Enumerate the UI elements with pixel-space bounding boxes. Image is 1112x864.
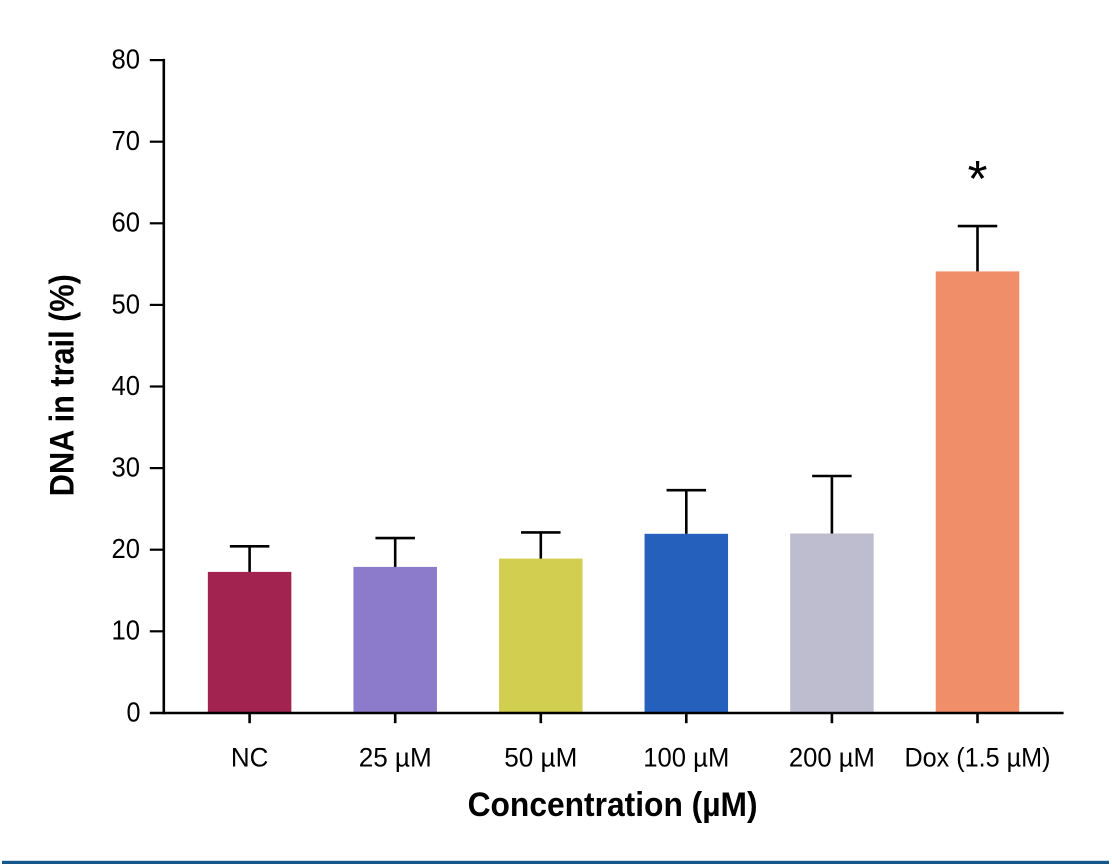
svg-text:NC: NC [231,742,269,772]
svg-text:Concentration (µM): Concentration (µM) [468,786,758,824]
svg-text:20: 20 [112,533,141,564]
svg-text:*: * [968,150,988,207]
svg-text:40: 40 [112,370,141,401]
svg-text:200 µM: 200 µM [789,742,875,772]
svg-text:100 µM: 100 µM [643,742,729,772]
svg-text:30: 30 [112,452,141,483]
svg-text:50: 50 [112,288,141,319]
svg-text:25 µM: 25 µM [359,742,432,772]
svg-text:Dox (1.5 µM): Dox (1.5 µM) [905,742,1051,772]
svg-text:10: 10 [112,615,141,646]
svg-text:DNA in trail (%): DNA in trail (%) [44,274,82,496]
svg-text:80: 80 [112,44,141,75]
svg-text:70: 70 [112,125,141,156]
svg-text:60: 60 [112,207,141,238]
svg-text:0: 0 [127,696,141,727]
svg-text:50 µM: 50 µM [504,742,577,772]
